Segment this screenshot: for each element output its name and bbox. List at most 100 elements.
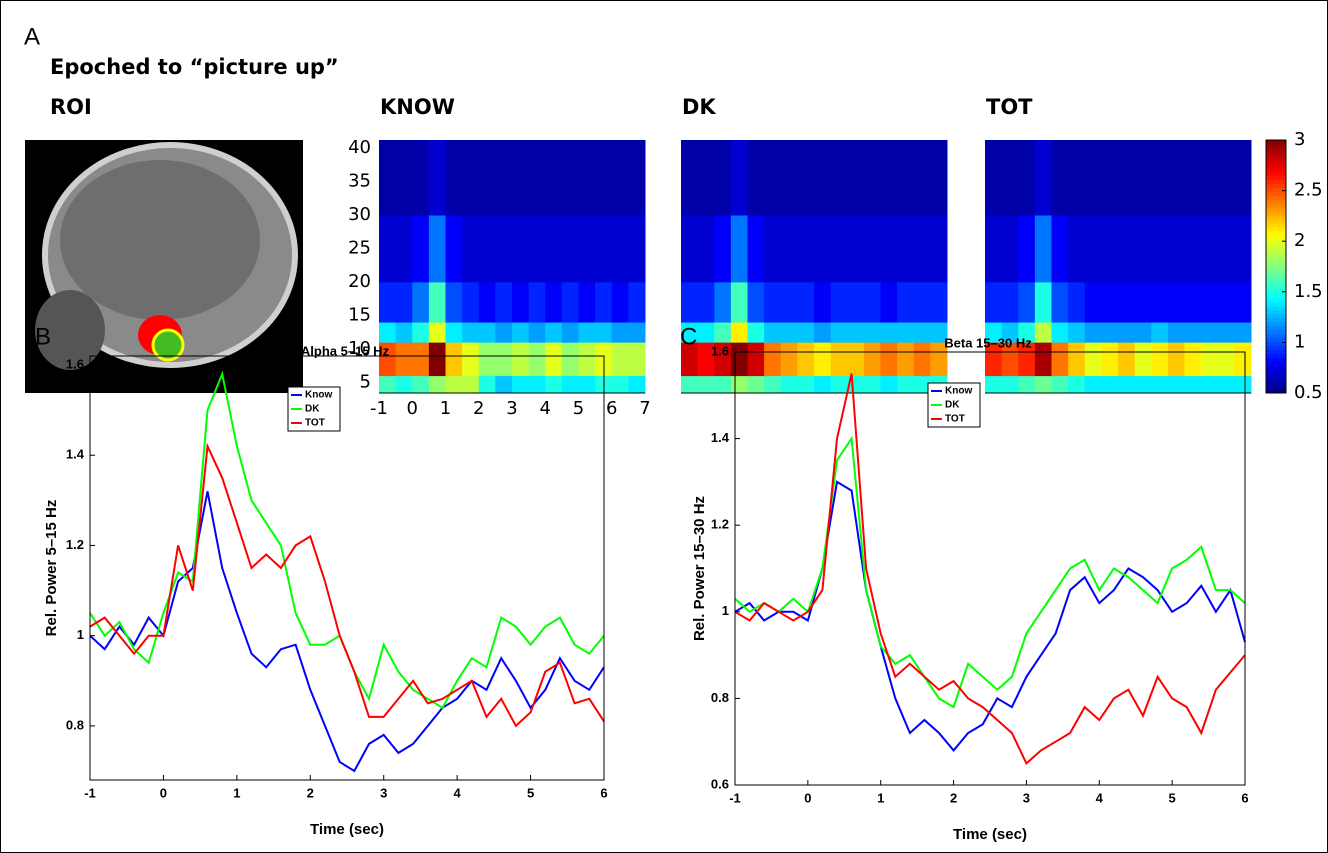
- heatmap-cell: [1118, 322, 1136, 343]
- x-tick-label: 0: [160, 785, 167, 800]
- x-tick-label: 7: [639, 398, 650, 419]
- colorbar-step: [1266, 159, 1286, 165]
- heatmap-cell: [681, 281, 699, 323]
- heatmap-cell: [1234, 281, 1252, 323]
- heatmap-cell: [578, 375, 596, 394]
- heatmap-cell: [1084, 375, 1102, 394]
- heatmap-cell: [595, 214, 613, 283]
- y-tick-label: 1: [77, 627, 84, 642]
- heatmap-cell: [512, 140, 530, 216]
- colorbar-step: [1266, 254, 1286, 260]
- heatmap-cell: [1001, 214, 1019, 283]
- heatmap-cell: [863, 214, 881, 283]
- heatmap-cell: [1084, 140, 1102, 216]
- colorbar-step: [1266, 187, 1286, 192]
- heatmap-cell: [445, 281, 463, 323]
- heatmap-cell: [814, 140, 832, 216]
- heatmap-cell: [985, 214, 1003, 283]
- heatmap-cell: [985, 281, 1003, 323]
- heatmap-cell: [747, 281, 765, 323]
- colorbar-step: [1266, 317, 1286, 323]
- heatmap-cell: [628, 322, 646, 343]
- heatmap-cell: [545, 322, 563, 343]
- heatmap-cell: [697, 322, 715, 343]
- x-tick-label: 1: [233, 785, 240, 800]
- roi-cortex: [60, 160, 260, 320]
- heatmap-cell: [880, 375, 898, 394]
- colorbar-frame: [1265, 139, 1287, 394]
- heatmap-cell: [764, 322, 782, 343]
- y-tick-label: 1.2: [66, 537, 84, 552]
- heatmap-cell: [545, 281, 563, 323]
- heatmap-cell: [1068, 322, 1086, 343]
- heatmap-cell: [814, 342, 832, 377]
- heatmap-cell: [462, 281, 480, 323]
- heatmap-cell: [1018, 281, 1036, 323]
- heatmap-cell: [495, 214, 513, 283]
- heatmap-cell: [428, 214, 446, 283]
- y-tick-label: 10: [348, 338, 371, 359]
- y-axis-label: Rel. Power 15–30 Hz: [691, 496, 708, 641]
- y-tick-label: 1.4: [66, 447, 85, 462]
- x-tick-label: 6: [600, 785, 607, 800]
- heatmap-cell: [528, 140, 546, 216]
- heatmap-cell: [1051, 375, 1069, 394]
- heatmap-cell: [797, 214, 815, 283]
- heatmap-title: KNOW: [380, 95, 455, 119]
- colorbar-step: [1266, 369, 1286, 374]
- y-tick-label: 20: [348, 271, 371, 292]
- heatmap-cell: [897, 214, 915, 283]
- heatmap-cell: [1068, 140, 1086, 216]
- heatmap-cell: [1134, 342, 1152, 377]
- heatmap-cell: [1018, 342, 1036, 377]
- heatmap-cell: [1134, 322, 1152, 343]
- x-tick-label: 4: [540, 398, 551, 419]
- heatmap-cell: [681, 375, 699, 394]
- heatmap-cell: [1217, 281, 1235, 323]
- heatmap-cell: [681, 140, 699, 216]
- heatmap-cell: [1134, 375, 1152, 394]
- colorbar-step: [1266, 143, 1286, 149]
- heatmap-cell: [395, 214, 413, 283]
- heatmap-cell: [1001, 322, 1019, 343]
- heatmap-cell: [1184, 214, 1202, 283]
- heatmap-cell: [897, 322, 915, 343]
- heatmap-cell: [1101, 214, 1119, 283]
- heatmap-cell: [1101, 375, 1119, 394]
- heatmap-cell: [1084, 214, 1102, 283]
- heatmap-cell: [1134, 214, 1152, 283]
- heatmap-cell: [412, 214, 430, 283]
- heatmap-cell: [478, 281, 496, 323]
- colorbar-step: [1266, 286, 1286, 291]
- colorbar-step: [1266, 175, 1286, 181]
- heatmap-cell: [445, 375, 463, 394]
- colorbar-step: [1266, 163, 1286, 169]
- heatmap-cell: [697, 375, 715, 394]
- heatmap-cell: [1118, 214, 1136, 283]
- colorbar-step: [1266, 140, 1286, 145]
- series-line: [734, 435, 1246, 709]
- heatmap-cell: [1184, 342, 1202, 377]
- heatmap-cell: [495, 281, 513, 323]
- heatmap-cell: [1084, 342, 1102, 377]
- heatmap-cell: [1101, 281, 1119, 323]
- heatmap-cell: [462, 375, 480, 394]
- heatmap-cell: [847, 322, 865, 343]
- colorbar-step: [1266, 353, 1286, 358]
- heatmap-cell: [930, 281, 948, 323]
- heatmap-cell: [830, 375, 848, 394]
- y-tick-label: 1.6: [711, 343, 729, 358]
- y-tick-label: 30: [348, 204, 371, 225]
- heatmap-cell: [814, 322, 832, 343]
- heatmap-cell: [1001, 281, 1019, 323]
- heatmap-cell: [847, 342, 865, 377]
- heatmap-cell: [611, 375, 629, 394]
- heatmap-cell: [561, 342, 579, 377]
- heatmap-cell: [863, 375, 881, 394]
- x-tick-label: 0: [407, 398, 418, 419]
- colorbar-label: 2.5: [1294, 180, 1323, 201]
- y-tick-label: 1.4: [711, 430, 730, 445]
- colorbar-step: [1266, 167, 1286, 173]
- heatmap-cell: [730, 281, 748, 323]
